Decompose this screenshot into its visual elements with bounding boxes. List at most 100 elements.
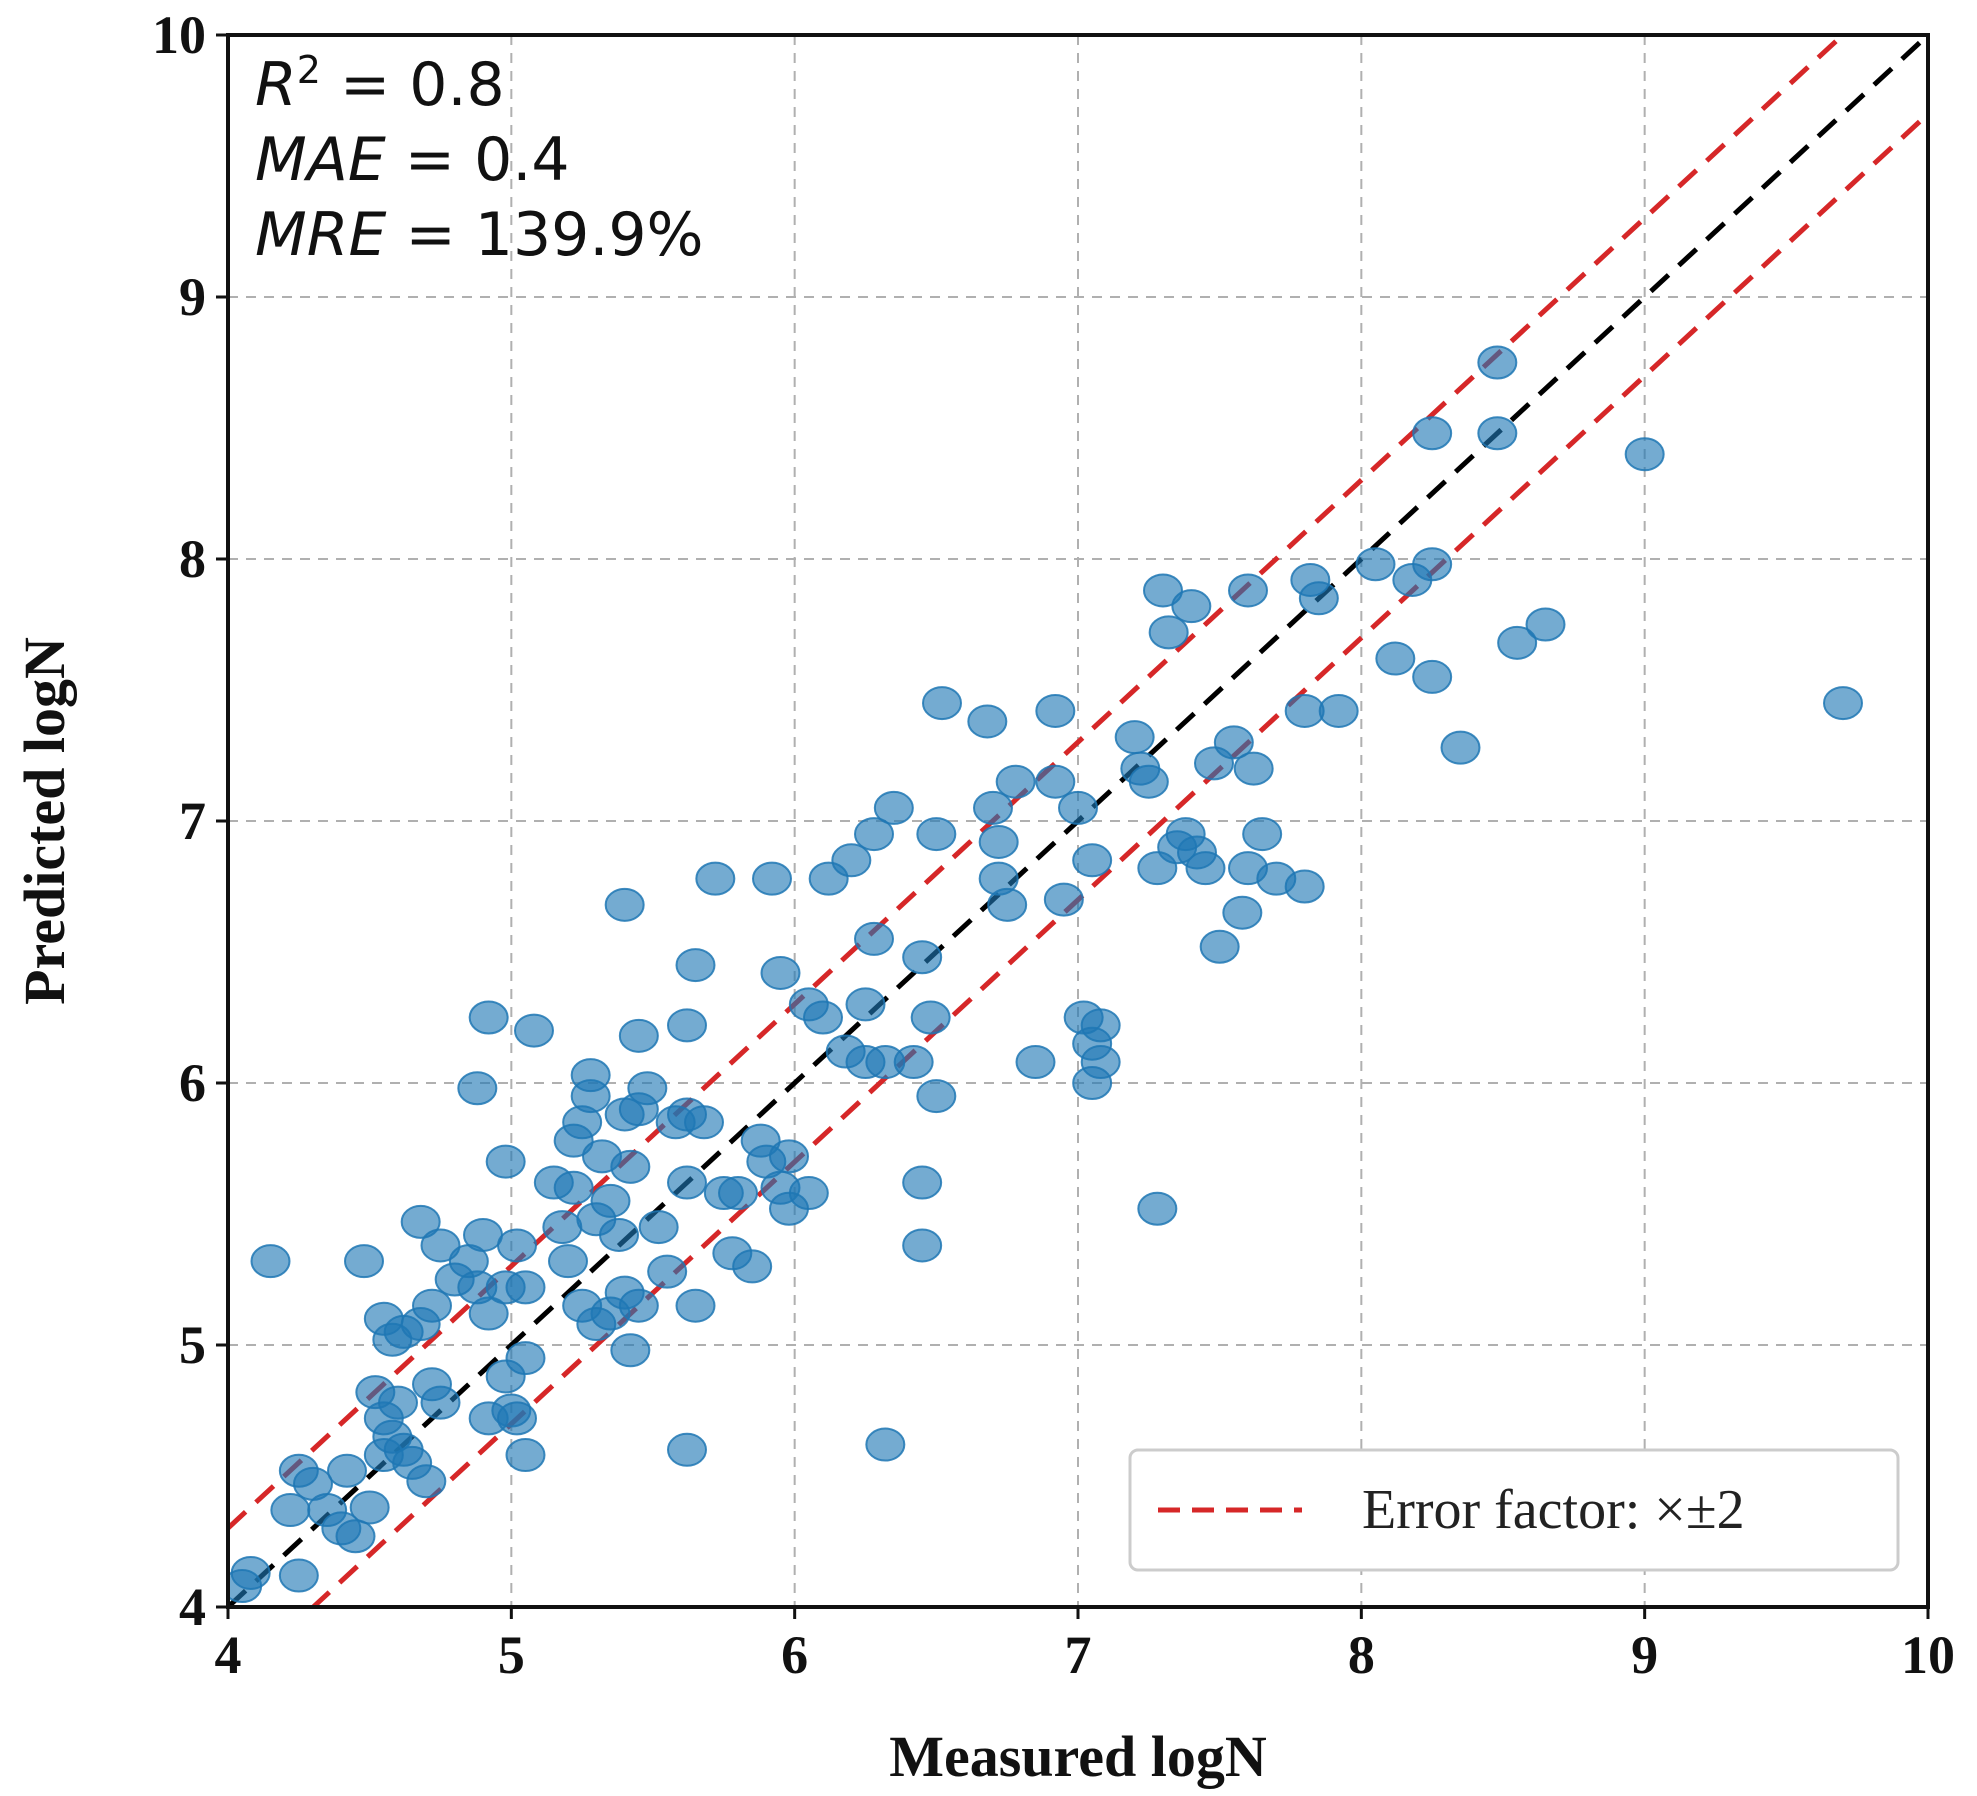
data-point (1128, 764, 1169, 799)
data-point (845, 987, 886, 1022)
y-tick-label: 6 (179, 1053, 206, 1113)
x-axis-title: Measured logN (889, 1724, 1267, 1789)
stat-r2-symbol: R (255, 50, 297, 120)
data-point (1412, 659, 1453, 694)
data-point (769, 1139, 809, 1174)
x-tick-label: 5 (498, 1625, 525, 1685)
legend-label: Error factor: ×±2 (1362, 1479, 1745, 1541)
data-point (1298, 581, 1339, 616)
stat-mre-value: = 139.9% (386, 200, 703, 270)
data-point (732, 1249, 773, 1284)
data-point (854, 921, 894, 956)
data-point (553, 1170, 594, 1205)
data-point (902, 1165, 943, 1200)
data-point (718, 1176, 758, 1211)
data-point (1072, 843, 1113, 878)
data-point (505, 1341, 546, 1376)
data-point (618, 1288, 659, 1323)
data-point (412, 1288, 452, 1323)
y-axis-ticks: 4 5 6 7 8 9 10 (152, 5, 228, 1637)
data-point (1072, 1066, 1113, 1100)
data-point (1185, 851, 1226, 886)
data-point (902, 940, 943, 975)
data-point (250, 1244, 291, 1279)
data-point (400, 1204, 441, 1239)
data-point (1412, 547, 1453, 582)
data-point (1043, 882, 1084, 917)
data-point (497, 1228, 537, 1263)
data-point (1035, 764, 1076, 799)
data-point (695, 861, 736, 896)
data-point (1213, 725, 1254, 760)
x-tick-label: 4 (215, 1625, 242, 1685)
data-point (675, 948, 716, 983)
data-point (610, 1149, 651, 1184)
data-point (1058, 790, 1098, 825)
data-point (1440, 730, 1481, 765)
data-point (1242, 817, 1283, 852)
data-point (675, 1288, 716, 1323)
data-point (505, 1270, 546, 1305)
data-point (760, 955, 801, 990)
data-point (542, 1210, 583, 1245)
data-point (1228, 573, 1268, 608)
data-point (548, 1244, 588, 1279)
data-point (1035, 693, 1076, 728)
data-point (468, 1000, 509, 1035)
data-point (752, 861, 792, 896)
data-point (684, 1105, 724, 1140)
x-tick-label: 6 (781, 1625, 808, 1685)
data-point (1284, 869, 1325, 904)
data-point (468, 1296, 509, 1331)
stat-r2: R2 = 0.8 (255, 48, 505, 120)
y-tick-label: 9 (179, 267, 206, 327)
x-tick-label: 7 (1065, 1625, 1092, 1685)
data-point (1284, 693, 1325, 728)
data-point (1318, 693, 1359, 728)
data-point (1171, 589, 1212, 624)
stat-mre-symbol: MRE (255, 200, 386, 270)
data-point (497, 1401, 537, 1436)
legend: Error factor: ×±2 (1128, 1448, 1900, 1572)
data-point (618, 1018, 659, 1053)
stat-mae-value: = 0.4 (386, 125, 570, 195)
data-point (1015, 1045, 1056, 1080)
y-axis-title: Predicted logN (12, 637, 77, 1005)
data-point (902, 1228, 943, 1263)
data-point (485, 1144, 526, 1179)
y-tick-label: 5 (179, 1315, 206, 1375)
data-point (1412, 416, 1453, 451)
data-point (1375, 641, 1416, 676)
data-point (1477, 416, 1518, 451)
data-point (1143, 573, 1183, 608)
data-point (1233, 751, 1274, 786)
y-tick-label: 7 (179, 791, 206, 851)
data-point (627, 1071, 668, 1106)
stat-r2-superscript: 2 (297, 48, 321, 92)
data-point (230, 1555, 271, 1590)
data-point (893, 1045, 934, 1080)
data-point (1525, 607, 1566, 642)
data-point (463, 1217, 503, 1252)
upper-error-line (228, 35, 1847, 1530)
stat-mre: MRE = 139.9% (255, 200, 704, 270)
data-point (1080, 1008, 1121, 1043)
data-points (228, 345, 1863, 1604)
data-point (505, 1438, 546, 1473)
data-point (1148, 615, 1189, 650)
data-point (647, 1254, 688, 1289)
data-point (1624, 437, 1665, 472)
data-point (916, 1079, 957, 1114)
data-point (1199, 929, 1240, 964)
data-point (1114, 720, 1155, 755)
x-tick-label: 8 (1348, 1625, 1375, 1685)
data-point (865, 1427, 906, 1462)
data-point (349, 1490, 390, 1525)
data-point (973, 790, 1013, 825)
y-tick-label: 4 (179, 1577, 206, 1637)
data-point (420, 1228, 461, 1263)
data-point (457, 1071, 498, 1106)
data-point (604, 887, 645, 922)
data-point (910, 1000, 951, 1035)
stat-r2-value: = 0.8 (321, 50, 505, 120)
